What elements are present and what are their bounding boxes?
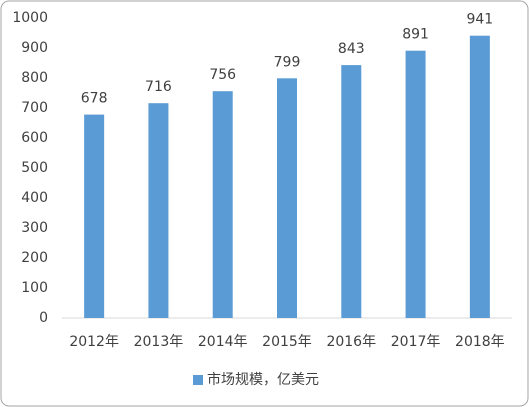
data-label: 941	[466, 12, 493, 28]
data-label: 891	[402, 27, 429, 43]
bar	[148, 103, 169, 318]
bar	[212, 91, 233, 318]
x-tick-label: 2015年	[262, 334, 312, 350]
x-tick-label: 2018年	[455, 334, 505, 350]
y-tick-label: 800	[21, 70, 48, 86]
x-tick-label: 2016年	[326, 334, 376, 350]
y-tick-label: 100	[21, 280, 48, 296]
x-tick-label: 2012年	[69, 334, 119, 350]
y-tick-label: 600	[21, 130, 48, 146]
y-tick-label: 300	[21, 220, 48, 236]
data-label: 756	[209, 67, 236, 83]
data-label: 678	[81, 91, 108, 107]
y-tick-label: 500	[21, 160, 48, 176]
x-tick-label: 2013年	[134, 334, 184, 350]
legend-label: 市场规模，亿美元	[207, 371, 319, 388]
bar	[277, 78, 297, 318]
y-tick-label: 0	[39, 310, 48, 326]
bar	[405, 50, 426, 318]
y-tick-label: 400	[21, 190, 48, 206]
bar	[341, 65, 362, 318]
bar	[84, 114, 105, 318]
bar	[469, 35, 490, 318]
data-label: 799	[274, 54, 301, 70]
y-tick-label: 1000	[12, 10, 48, 26]
y-tick-label: 900	[21, 40, 48, 56]
x-tick-label: 2014年	[198, 334, 248, 350]
x-tick-label: 2017年	[391, 334, 441, 350]
y-tick-label: 200	[21, 250, 48, 266]
data-label: 716	[145, 79, 172, 95]
legend-swatch	[193, 375, 203, 385]
y-tick-label: 700	[21, 100, 48, 116]
data-label: 843	[338, 41, 365, 57]
